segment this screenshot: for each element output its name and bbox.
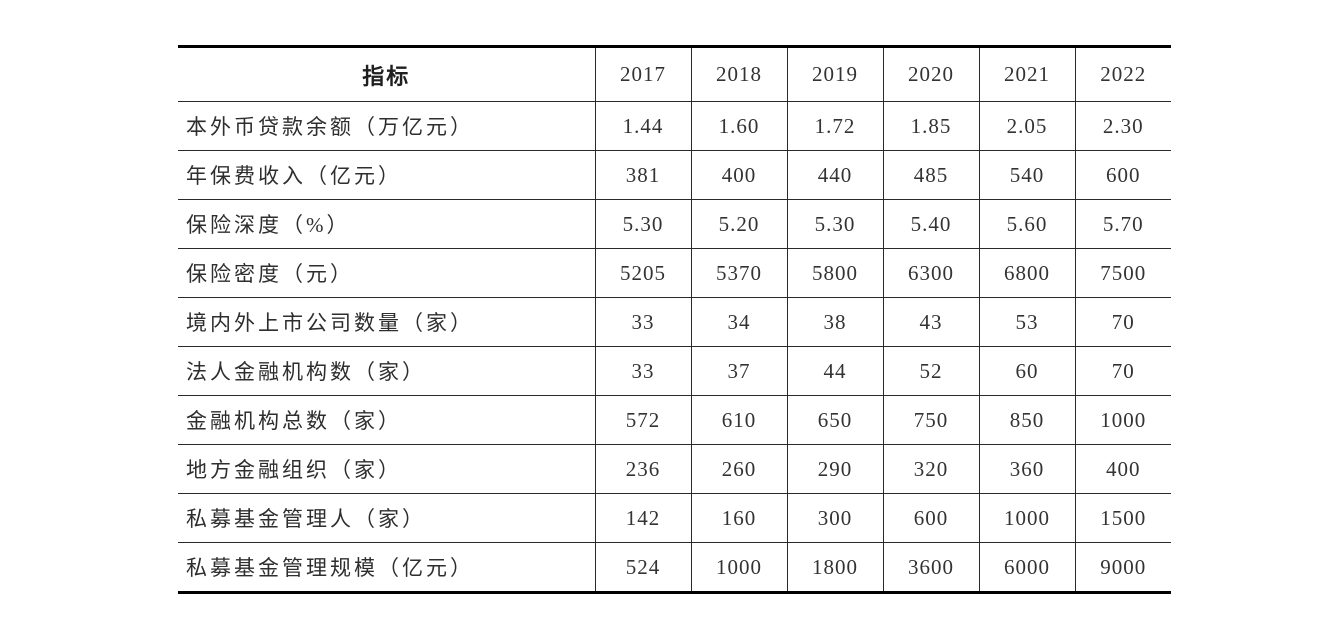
year-column-header: 2021 xyxy=(978,46,1075,102)
year-column-header: 2022 xyxy=(1074,46,1171,102)
table-body: 本外币贷款余额（万亿元） 1.44 1.60 1.72 1.85 2.05 2.30 年保费收… xyxy=(178,101,1171,593)
year-column-header: 2020 xyxy=(882,46,979,102)
row-value: 300 xyxy=(786,493,883,543)
row-value: 750 xyxy=(882,395,979,445)
table-head: 指标 2017 2018 2019 2020 2021 2022 xyxy=(178,46,1171,102)
table-row: 金融机构总数（家） 572 610 650 750 850 1000 xyxy=(178,395,1171,445)
row-label: 私募基金管理规模（亿元） xyxy=(186,556,474,580)
indicator-column-header: 指标 xyxy=(178,46,595,102)
row-label: 地方金融组织（家） xyxy=(178,444,595,494)
row-value: 260 xyxy=(690,444,787,494)
row-value: 400 xyxy=(690,150,787,200)
row-value: 60 xyxy=(978,346,1075,396)
row-value: 5.60 xyxy=(978,199,1075,249)
row-value: 5.40 xyxy=(882,199,979,249)
row-value: 1500 xyxy=(1074,493,1171,543)
row-value: 5.30 xyxy=(594,199,691,249)
row-value: 600 xyxy=(882,493,979,543)
row-value: 600 xyxy=(1074,150,1171,200)
row-value: 3600 xyxy=(882,542,979,593)
row-value: 5370 xyxy=(690,248,787,298)
table-row: 保险深度（%） 5.30 5.20 5.30 5.40 5.60 5.70 xyxy=(178,199,1171,249)
row-value: 540 xyxy=(978,150,1075,200)
row-value: 38 xyxy=(786,297,883,347)
row-value: 400 xyxy=(1074,444,1171,494)
table-row: 本外币贷款余额（万亿元） 1.44 1.60 1.72 1.85 2.05 2.30 xyxy=(178,101,1171,151)
row-value: 142 xyxy=(594,493,691,543)
row-label: 保险深度（%） xyxy=(178,199,595,249)
row-label: 私募基金管理人（家） xyxy=(178,493,595,543)
row-value: 360 xyxy=(978,444,1075,494)
row-value: 70 xyxy=(1074,346,1171,396)
row-value: 290 xyxy=(786,444,883,494)
row-value: 6300 xyxy=(882,248,979,298)
row-value: 9000 xyxy=(1074,542,1171,593)
row-value: 1.85 xyxy=(882,101,979,151)
row-label: 本外币贷款余额（万亿元） xyxy=(178,101,595,151)
year-column-header: 2018 xyxy=(690,46,787,102)
table-row: 年保费收入（亿元） 381 400 440 485 540 600 xyxy=(178,150,1171,200)
row-value: 1800 xyxy=(786,542,883,593)
row-value: 2.05 xyxy=(978,101,1075,151)
row-value: 5.20 xyxy=(690,199,787,249)
row-value: 70 xyxy=(1074,297,1171,347)
row-value: 5.70 xyxy=(1074,199,1171,249)
table-header-row: 指标 2017 2018 2019 2020 2021 2022 xyxy=(178,46,1171,102)
row-label: 金融机构总数（家） xyxy=(178,395,595,445)
row-value: 850 xyxy=(978,395,1075,445)
year-column-header: 2019 xyxy=(786,46,883,102)
row-value: 5.30 xyxy=(786,199,883,249)
row-value: 160 xyxy=(690,493,787,543)
row-value: 43 xyxy=(882,297,979,347)
row-label: 年保费收入（亿元） xyxy=(178,150,595,200)
table-row: 保险密度（元） 5205 5370 5800 6300 6800 7500 xyxy=(178,248,1171,298)
row-value: 1000 xyxy=(1074,395,1171,445)
row-value: 33 xyxy=(594,346,691,396)
row-value: 2.30 xyxy=(1074,101,1171,151)
year-column-header: 2017 xyxy=(594,46,691,102)
table-row: 私募基金管理人（家） 142 160 300 600 1000 1500 xyxy=(178,493,1171,543)
table-row: 境内外上市公司数量（家） 33 34 38 43 53 70 xyxy=(178,297,1171,347)
row-value: 1.72 xyxy=(786,101,883,151)
row-value: 572 xyxy=(594,395,691,445)
row-value: 524 xyxy=(594,542,691,593)
row-value: 1.60 xyxy=(690,101,787,151)
row-value: 381 xyxy=(594,150,691,200)
row-label: 保险密度（元） xyxy=(178,248,595,298)
row-value: 1000 xyxy=(978,493,1075,543)
row-value: 44 xyxy=(786,346,883,396)
table-row: 地方金融组织（家） 236 260 290 320 360 400 xyxy=(178,444,1171,494)
row-label: 法人金融机构数（家） xyxy=(178,346,595,396)
row-value: 5800 xyxy=(786,248,883,298)
row-value: 5205 xyxy=(594,248,691,298)
row-value: 320 xyxy=(882,444,979,494)
table-row: 私募基金管理规模（亿元） 524 1000 1800 3600 6000 9000 xyxy=(178,542,1171,593)
row-value: 7500 xyxy=(1074,248,1171,298)
row-value: 1.44 xyxy=(594,101,691,151)
row-value: 650 xyxy=(786,395,883,445)
table-row: 法人金融机构数（家） 33 37 44 52 60 70 xyxy=(178,346,1171,396)
indicators-table: 指标 2017 2018 2019 2020 2021 2022 本外币贷款余额（万亿元）… xyxy=(178,45,1171,594)
row-value: 6000 xyxy=(978,542,1075,593)
row-label: 境内外上市公司数量（家） xyxy=(178,297,595,347)
row-value: 52 xyxy=(882,346,979,396)
row-value: 37 xyxy=(690,346,787,396)
row-value: 1000 xyxy=(690,542,787,593)
row-value: 6800 xyxy=(978,248,1075,298)
row-value: 440 xyxy=(786,150,883,200)
row-value: 485 xyxy=(882,150,979,200)
row-value: 33 xyxy=(594,297,691,347)
row-value: 34 xyxy=(690,297,787,347)
row-value: 610 xyxy=(690,395,787,445)
row-value: 236 xyxy=(594,444,691,494)
row-value: 53 xyxy=(978,297,1075,347)
